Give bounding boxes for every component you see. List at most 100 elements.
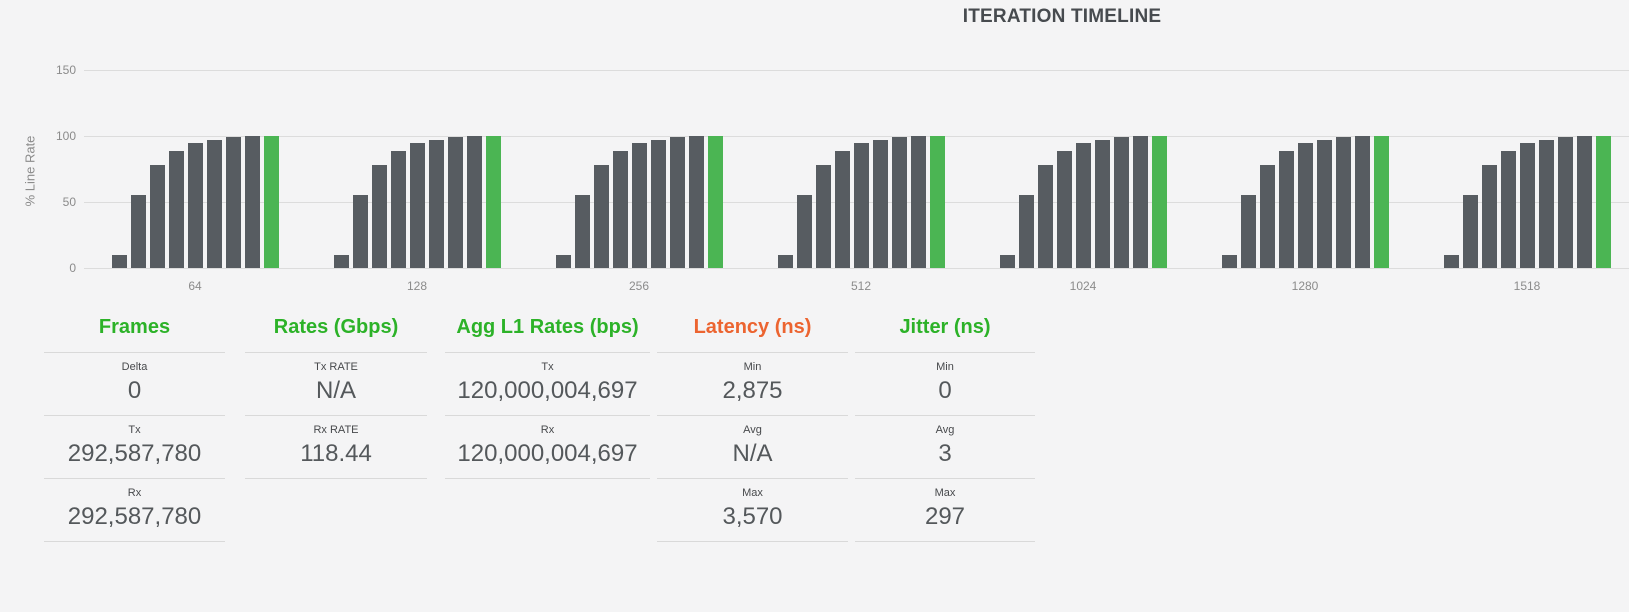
bar-trial[interactable] [131,195,146,268]
stat-row: Max 297 [855,479,1035,542]
stat-row: Max 3,570 [657,479,848,542]
bar-trial[interactable] [1482,165,1497,268]
stat-label: Avg [935,424,955,436]
gridline [84,268,1629,269]
x-tick-label: 1518 [1513,279,1541,293]
bar-trial[interactable] [778,255,793,268]
bar-group [1444,0,1611,268]
stat-panel: Rates (Gbps) Tx RATE N/A Rx RATE 118.44 [245,307,427,542]
bar-trial[interactable] [797,195,812,268]
bar-trial[interactable] [245,136,260,268]
stat-value: 2,875 [722,377,783,404]
bar-trial[interactable] [150,165,165,268]
bar-trial[interactable] [594,165,609,268]
bar-trial[interactable] [448,137,463,268]
bar-trial[interactable] [1095,140,1110,268]
bar-trial[interactable] [1038,165,1053,268]
bar-trial[interactable] [1019,195,1034,268]
bar-trial[interactable] [1444,255,1459,268]
bar-trial[interactable] [892,137,907,268]
gridline [84,136,1629,137]
bar-trial[interactable] [1076,143,1091,268]
bar-final[interactable] [1596,136,1611,268]
bar-trial[interactable] [1279,151,1294,268]
bar-trial[interactable] [207,140,222,268]
bar-trial[interactable] [169,151,184,268]
stat-row: Rx RATE 118.44 [245,416,427,479]
stat-value: 118.44 [300,440,372,467]
stat-label: Min [936,361,954,373]
bar-trial[interactable] [1222,255,1237,268]
bar-trial[interactable] [1133,136,1148,268]
stat-value: 0 [938,377,952,404]
bar-trial[interactable] [391,151,406,268]
bar-trial[interactable] [1298,143,1313,268]
bar-trial[interactable] [1336,137,1351,268]
bar-trial[interactable] [651,140,666,268]
bar-trial[interactable] [112,255,127,268]
stat-panel: Jitter (ns) Min 0 Avg 3 Max 297 [855,307,1035,542]
stat-label: Min [743,361,762,373]
bar-trial[interactable] [1520,143,1535,268]
bar-trial[interactable] [556,255,571,268]
bar-trial[interactable] [613,151,628,268]
stat-value: 292,587,780 [67,440,202,467]
stat-panel-title: Rates (Gbps) [245,307,427,353]
stat-label: Rx [540,424,555,436]
bar-trial[interactable] [816,165,831,268]
bar-trial[interactable] [1501,151,1516,268]
bar-trial[interactable] [1355,136,1370,268]
bar-group [556,0,723,268]
bar-trial[interactable] [689,136,704,268]
bar-trial[interactable] [334,255,349,268]
bar-trial[interactable] [854,143,869,268]
stat-value: N/A [732,440,773,467]
stat-panel-title: Latency (ns) [657,307,848,353]
y-tick-label: 150 [55,63,76,77]
bar-trial[interactable] [1241,195,1256,268]
bar-trial[interactable] [1558,137,1573,268]
bar-trial[interactable] [410,143,425,268]
stat-label: Tx [541,361,554,373]
bar-trial[interactable] [575,195,590,268]
bar-final[interactable] [1152,136,1167,268]
x-tick-label: 1280 [1291,279,1319,293]
bar-final[interactable] [264,136,279,268]
bar-trial[interactable] [1260,165,1275,268]
bar-trial[interactable] [911,136,926,268]
bar-trial[interactable] [372,165,387,268]
bar-final[interactable] [1374,136,1389,268]
bar-trial[interactable] [1114,137,1129,268]
bar-final[interactable] [486,136,501,268]
y-axis-title: % Line Rate [22,135,38,207]
bar-group [1222,0,1389,268]
stat-row: Tx 120,000,004,697 [445,353,650,416]
bar-trial[interactable] [188,143,203,268]
bar-trial[interactable] [429,140,444,268]
chart-title: ITERATION TIMELINE [962,6,1162,27]
stat-label: Max [742,487,763,499]
bar-trial[interactable] [670,137,685,268]
bar-trial[interactable] [1057,151,1072,268]
y-tick-label: 100 [55,129,76,143]
bar-trial[interactable] [632,143,647,268]
bar-trial[interactable] [1463,195,1478,268]
bar-trial[interactable] [1539,140,1554,268]
stat-label: Tx RATE [314,361,358,373]
bar-trial[interactable] [467,136,482,268]
bar-trial[interactable] [835,151,850,268]
stat-row: Min 2,875 [657,353,848,416]
stat-row: Tx RATE N/A [245,353,427,416]
bar-final[interactable] [930,136,945,268]
bar-trial[interactable] [1577,136,1592,268]
bar-trial[interactable] [353,195,368,268]
y-tick-label: 50 [62,195,76,209]
bar-trial[interactable] [873,140,888,268]
stat-panel-title: Jitter (ns) [855,307,1035,353]
bar-final[interactable] [708,136,723,268]
bar-trial[interactable] [1317,140,1332,268]
bar-trial[interactable] [226,137,241,268]
stat-row: Avg N/A [657,416,848,479]
bar-trial[interactable] [1000,255,1015,268]
